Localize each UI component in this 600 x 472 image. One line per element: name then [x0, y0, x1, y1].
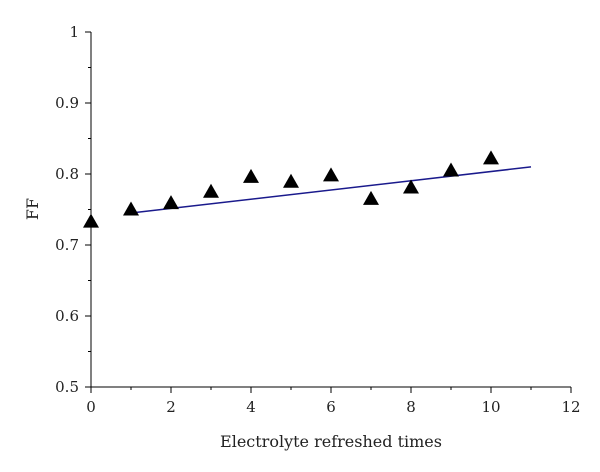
data-point [123, 201, 139, 216]
x-tick-label: 8 [406, 398, 416, 416]
y-tick-label: 0.8 [55, 165, 79, 183]
data-point [443, 162, 459, 177]
data-point [403, 179, 419, 194]
x-tick-label: 12 [561, 398, 580, 416]
x-tick-label: 0 [86, 398, 96, 416]
x-tick-label: 4 [246, 398, 256, 416]
y-axis-title: FF [23, 198, 42, 220]
data-point [283, 173, 299, 188]
axes: 0.50.60.70.80.910 2 4 6 8 10 12 [55, 23, 580, 416]
data-points [83, 150, 499, 228]
y-tick-label: 0.9 [55, 94, 79, 112]
data-point [83, 213, 99, 228]
y-tick-label: 0.6 [55, 307, 79, 325]
data-point [363, 190, 379, 205]
data-point [483, 150, 499, 165]
fit-line-group [130, 166, 532, 214]
x-axis-title: Electrolyte refreshed times [220, 432, 442, 451]
y-tick-label: 0.7 [55, 236, 79, 254]
data-point [323, 167, 339, 182]
fit-line [130, 166, 532, 214]
data-point [243, 168, 259, 183]
y-tick-label: 0.5 [55, 378, 79, 396]
x-tick-label: 10 [481, 398, 500, 416]
y-tick-label: 1 [69, 23, 79, 41]
data-point [163, 195, 179, 210]
x-tick-label: 2 [166, 398, 176, 416]
data-point [203, 183, 219, 198]
x-tick-label: 6 [326, 398, 336, 416]
